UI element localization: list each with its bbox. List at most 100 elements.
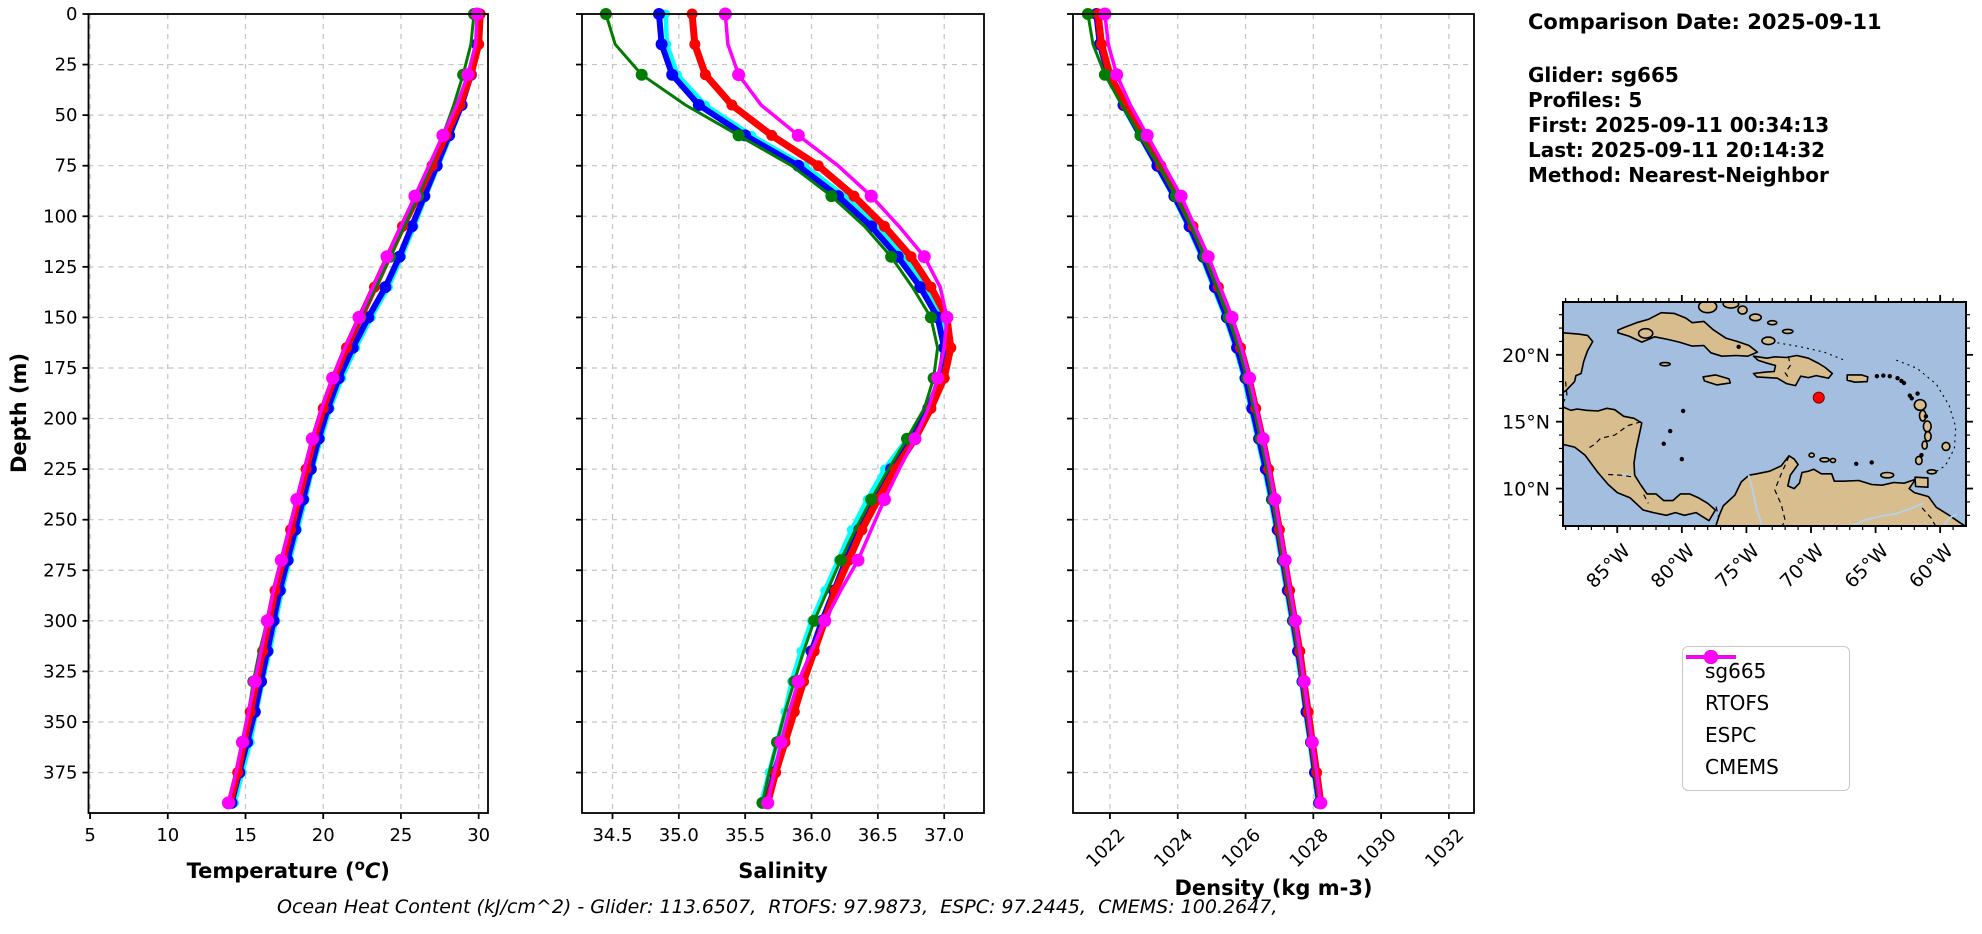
location-map: 20°N 15°N 10°N 85°W 80°W 75°W 70°W 65°W 60°W [1502,295,1973,593]
svg-text:10°N: 10°N [1502,479,1550,501]
glider-name: Glider: sg665 [1528,63,1679,87]
legend-item-CMEMS: CMEMS [1686,650,1849,783]
map-land-cuba [1617,311,1759,358]
svg-text:60°W: 60°W [1905,540,1958,593]
svg-text:375: 375 [43,763,77,784]
legend-label-ESPC: ESPC [1705,723,1757,747]
svg-text:35.5: 35.5 [725,825,765,846]
svg-text:65°W: 65°W [1840,540,1893,593]
depth-axis-label: Depth (m) [7,353,31,473]
svg-text:175: 175 [43,358,77,379]
svg-text:70°W: 70°W [1776,540,1829,593]
ocean-heat-content-caption: Ocean Heat Content (kJ/cm^2) - Glider: 1… [277,896,1278,918]
legend-marker-CMEMS [1686,650,1736,664]
svg-text:37.0: 37.0 [924,825,964,846]
map-land-jamaica [1702,374,1732,386]
temperature-gridlines [88,14,488,813]
svg-text:225: 225 [43,459,77,480]
density-axis-label: Density (kg m-3) [1174,876,1372,900]
salinity-series-ESPC [599,8,940,809]
svg-text:34.5: 34.5 [592,825,632,846]
comparison-date: Comparison Date: 2025-09-11 [1528,10,1882,34]
map-small-islands [1661,344,1929,467]
temperature-spines [87,13,489,814]
svg-text:0: 0 [66,4,77,25]
map-land-puerto_rico [1846,374,1869,384]
temperature-series-CMEMS [221,7,484,810]
svg-text:1032: 1032 [1421,825,1468,872]
svg-text:200: 200 [43,409,77,430]
svg-text:20: 20 [312,825,335,846]
map-ticks [1556,295,1973,533]
legend-label-sg665: sg665 [1705,659,1767,683]
svg-text:36.0: 36.0 [791,825,831,846]
svg-text:35.0: 35.0 [659,825,699,846]
density-series-sg665 [1090,8,1326,809]
map-land-south_america [1714,454,1966,526]
svg-text:36.5: 36.5 [858,825,898,846]
temperature-x-axis: 5 10 15 20 25 30 [84,813,490,846]
density-gridlines [1073,14,1474,813]
map-borders [1563,356,1937,526]
svg-text:125: 125 [43,257,77,278]
salinity-spines [581,13,985,814]
map-frame [1562,301,1967,527]
svg-text:1026: 1026 [1218,825,1265,872]
density-spines [1072,13,1475,814]
svg-text:1024: 1024 [1150,825,1197,872]
svg-text:80°W: 80°W [1647,540,1700,593]
svg-text:325: 325 [43,661,77,682]
svg-text:100: 100 [43,206,77,227]
svg-text:85°W: 85°W [1582,540,1635,593]
svg-text:350: 350 [43,712,77,733]
map-land-hispaniola [1752,354,1834,387]
salinity-series-glider_profiles [661,9,952,808]
density-series-glider_profiles [1091,9,1323,808]
map-land [1563,302,1966,526]
glider-location-marker [1812,391,1825,404]
density-series-CMEMS [1098,7,1328,810]
salinity-plot: 34.5 35.0 35.5 36.0 36.5 37.0 Salinity [576,7,985,883]
map-land-trinidad [1914,476,1929,489]
salinity-y-axis [576,13,582,774]
svg-text:25: 25 [55,55,78,76]
svg-text:15: 15 [234,825,257,846]
density-plot: 1022 1024 1026 1028 1030 1032 Density (kg m-3) [1067,7,1475,900]
legend: sg665 RTOFS ESPC CMEMS [1682,646,1850,791]
temperature-plot: 5 10 15 20 25 3002550751001251501752002252502… [43,4,490,883]
last-profile-time: Last: 2025-09-11 20:14:32 [1528,138,1826,162]
svg-text:75: 75 [55,156,78,177]
svg-text:150: 150 [43,307,77,328]
svg-text:1028: 1028 [1286,825,1333,872]
legend-label-RTOFS: RTOFS [1705,691,1770,715]
salinity-series-CMEMS [718,7,954,810]
legend-item-ESPC: ESPC [1686,650,1849,751]
svg-text:275: 275 [43,560,77,581]
density-x-axis: 1022 1024 1026 1028 1030 1032 [1082,813,1468,872]
density-y-axis [1067,13,1073,774]
info-panel: Comparison Date: 2025-09-11 Glider: sg66… [1528,10,1882,188]
temperature-axis-label: Temperature (oC) [187,856,390,883]
density-series-ESPC [1081,8,1327,809]
svg-text:15°N: 15°N [1502,412,1550,434]
legend-label-CMEMS: CMEMS [1705,755,1779,779]
first-profile-time: First: 2025-09-11 00:34:13 [1528,113,1830,137]
salinity-x-axis: 34.5 35.0 35.5 36.0 36.5 37.0 [592,813,964,846]
svg-text:75°W: 75°W [1711,540,1764,593]
svg-text:1030: 1030 [1353,825,1400,872]
svg-text:20°N: 20°N [1502,345,1550,367]
svg-text:10: 10 [156,825,179,846]
map-land-central_america [1563,406,1717,522]
salinity-axis-label: Salinity [738,859,828,883]
density-series-RTOFS [1092,8,1327,809]
temperature-y-axis: 0 25 50 75 100 125 150 175 200 225 250 275 300 325 350… [43,4,89,784]
svg-text:300: 300 [43,611,77,632]
svg-text:250: 250 [43,510,77,531]
profiles-count: Profiles: 5 [1528,88,1643,112]
legend-item-RTOFS: RTOFS [1686,650,1849,719]
svg-text:25: 25 [389,825,412,846]
svg-text:30: 30 [467,825,490,846]
map-land-yucatan [1563,331,1594,394]
